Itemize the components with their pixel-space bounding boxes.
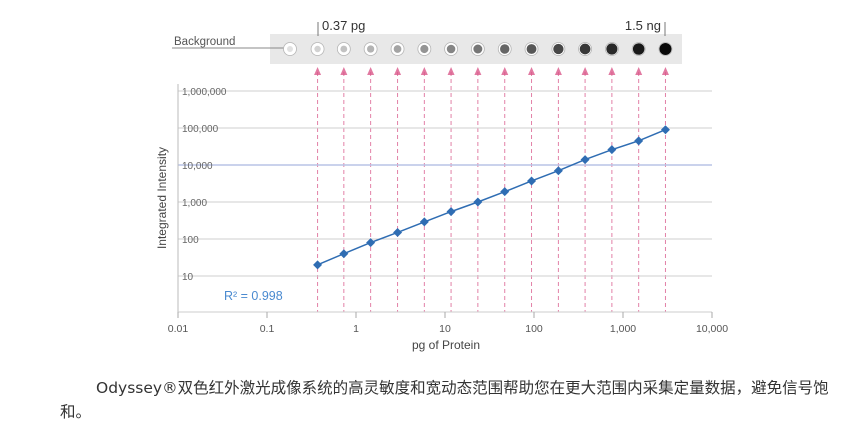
guide-arrow <box>394 67 402 75</box>
x-tick-label: 0.1 <box>260 323 275 335</box>
blot-spot-core <box>287 46 293 52</box>
dot-strip: Background 0.37 pg 1.5 ng <box>172 18 682 64</box>
y-tick-label: 1,000,000 <box>182 87 227 98</box>
guide-arrow <box>340 67 348 75</box>
y-grid: 10 100 1,000 10,000 100,000 1,000,000 <box>178 87 712 283</box>
background-label: Background <box>174 36 235 48</box>
blot-spot-core <box>500 44 510 54</box>
data-point <box>313 260 323 270</box>
x-ticks: 0.01 0.1 1 10 100 1,000 10,000 <box>168 312 728 335</box>
blot-spot-core <box>473 44 483 54</box>
guide-lines <box>314 67 669 312</box>
blot-spot-core <box>553 43 564 55</box>
blot-spot-core <box>340 45 348 53</box>
guide-arrow <box>474 67 482 75</box>
guide-arrow <box>367 67 375 75</box>
x-axis-title: pg of Protein <box>412 338 480 352</box>
data-point <box>580 155 590 165</box>
data-point <box>607 145 617 155</box>
guide-arrow <box>554 67 562 75</box>
data-point <box>393 227 403 237</box>
data-point <box>366 238 376 248</box>
blot-spot-core <box>366 45 375 53</box>
data-series <box>313 125 670 270</box>
data-point <box>527 176 537 186</box>
data-point <box>473 197 483 207</box>
blot-spot-core <box>446 44 456 54</box>
y-tick-label: 10 <box>182 272 194 283</box>
guide-arrow <box>635 67 643 75</box>
blot-spot-core <box>393 45 402 53</box>
blot-spot-core <box>420 44 429 54</box>
chart: Background 0.37 pg 1.5 ng 10 100 1,000 10,0… <box>155 18 728 352</box>
data-point <box>500 187 510 197</box>
guide-arrow <box>501 67 509 75</box>
guide-arrow <box>661 67 669 75</box>
x-tick-label: 1 <box>353 323 359 335</box>
y-tick-label: 1,000 <box>182 198 207 209</box>
y-tick-label: 100,000 <box>182 124 219 135</box>
x-tick-label: 100 <box>525 323 543 335</box>
guide-arrow <box>420 67 428 75</box>
x-tick-label: 1,000 <box>610 323 636 335</box>
data-point <box>419 217 429 227</box>
data-point <box>634 136 644 146</box>
blot-spot-core <box>579 43 591 55</box>
x-tick-label: 10,000 <box>696 323 728 335</box>
y-axis-title: Integrated Intensity <box>155 147 169 249</box>
x-tick-label: 0.01 <box>168 323 189 335</box>
guide-arrow <box>447 67 455 75</box>
blot-spot-core <box>526 44 537 54</box>
guide-arrow <box>314 67 322 75</box>
caption: Odyssey®双色红外激光成像系统的高灵敏度和宽动态范围帮助您在更大范围内采集… <box>60 379 829 421</box>
data-point <box>660 125 670 135</box>
blot-spot-core <box>659 43 672 55</box>
y-tick-label: 10,000 <box>182 161 213 172</box>
data-point <box>339 249 349 259</box>
series-line <box>317 129 666 266</box>
blot-spot-core <box>606 43 618 55</box>
y-tick-label: 100 <box>182 235 199 246</box>
start-label: 0.37 pg <box>322 18 365 33</box>
data-point <box>553 166 563 176</box>
blot-spot-core <box>632 43 645 55</box>
guide-arrow <box>581 67 589 75</box>
guide-arrow <box>608 67 616 75</box>
end-label: 1.5 ng <box>625 18 661 33</box>
guide-arrow <box>528 67 536 75</box>
x-tick-label: 10 <box>439 323 451 335</box>
data-point <box>446 207 456 217</box>
r-squared-annotation: R² = 0.998 <box>224 289 283 303</box>
blot-spot-core <box>314 45 321 53</box>
